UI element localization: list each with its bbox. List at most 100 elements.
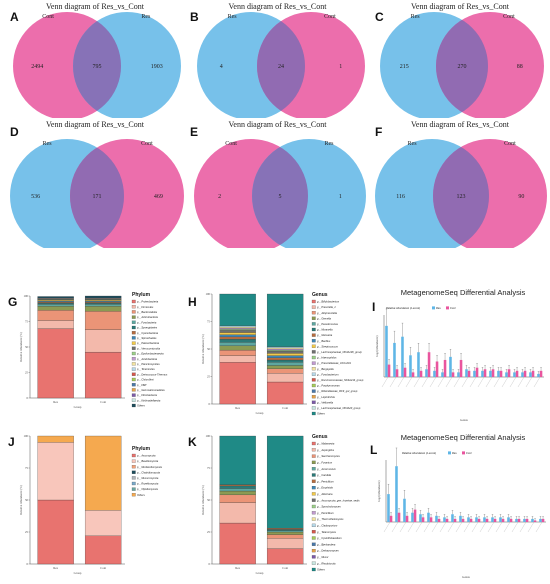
y-tick-label: 75 — [207, 320, 211, 324]
diff-bar — [481, 370, 484, 377]
stacked-bar-segment — [37, 296, 74, 299]
chart-title: MetagenomeSeq Differential Analysis — [401, 433, 526, 442]
legend-item: p__Ascomycota — [136, 454, 156, 458]
diff-bar — [451, 514, 454, 522]
stacked-bar-segment — [266, 347, 304, 350]
legend-title: Phylum — [132, 446, 151, 452]
legend-item: g__Porphyromonas — [317, 384, 340, 388]
diff-bar — [499, 370, 503, 377]
diff-bar — [515, 518, 518, 522]
venn-title: Venn diagram of Res_vs_Cont — [229, 2, 328, 11]
y-tick-label: 25 — [207, 375, 211, 379]
legend-item: g__Penicillium — [317, 479, 335, 483]
legend-swatch — [311, 383, 316, 388]
legend-swatch — [311, 389, 316, 393]
panel-letter-l: L — [370, 443, 378, 457]
stacked-bar-segment — [219, 336, 256, 340]
diff-bar — [491, 517, 494, 522]
venn-right-count: 90 — [518, 194, 524, 200]
venn-diagram-f: Venn diagram of Res_vs_Cont Res Cont 116 123… — [370, 118, 550, 248]
stacked-bar-segment — [37, 310, 74, 321]
stacked-bar-segment — [219, 355, 256, 363]
venn-diagram-d: Venn diagram of Res_vs_Cont Res Cont 536 171… — [5, 118, 185, 248]
venn-right-count: 1 — [339, 64, 342, 70]
legend-swatch — [131, 388, 136, 392]
legend-item: p__Firmicutes — [136, 305, 154, 309]
diff-bar-chart-i: MetagenomeSeq Differential Analysis Relat… — [372, 285, 550, 425]
stacked-bar-segment — [266, 351, 304, 354]
legend-item: g__Mucor — [317, 555, 329, 559]
stacked-bar-segment — [266, 359, 304, 363]
stacked-bar-segment — [266, 357, 304, 361]
x-axis-label: Group — [256, 411, 264, 415]
venn-left-count: 2 — [218, 194, 221, 200]
x-tick-mark — [407, 521, 415, 533]
x-tick-mark — [517, 376, 525, 388]
legend-swatch — [311, 530, 316, 534]
x-tick-mark — [453, 376, 461, 388]
diff-bar — [525, 518, 529, 522]
diff-bar — [513, 372, 516, 377]
x-tick-mark — [461, 376, 469, 388]
legend-item: p__Mortierellomycota — [136, 465, 162, 469]
diff-bar — [441, 372, 444, 377]
legend-swatch — [311, 311, 316, 315]
stacked-bar-segment — [266, 348, 304, 351]
legend-swatch — [311, 411, 316, 416]
legend-item: g__Rhodotorula — [317, 561, 336, 565]
legend-item: g__Exophiala — [317, 486, 333, 490]
legend-swatch — [311, 542, 316, 546]
diff-bar — [443, 517, 446, 522]
y-tick-label: 100 — [206, 292, 211, 296]
x-tick-mark — [437, 376, 445, 388]
legend-item: g__Alternaria — [317, 492, 333, 496]
diff-bar — [485, 518, 489, 522]
y-axis-label: Relative Abundance (%) — [201, 334, 205, 364]
legend-item: g__Bjerkandera — [317, 542, 336, 546]
stacked-bar-segment — [266, 373, 304, 383]
stacked-bar-segment — [266, 346, 304, 349]
legend-item: g__Gemella — [317, 316, 332, 320]
legend-item: p__Basidiomycota — [136, 459, 159, 463]
legend-swatch — [131, 487, 136, 491]
diff-bar — [529, 372, 532, 377]
legend-swatch — [462, 451, 465, 455]
legend-item: p__Cyanobacteria — [136, 331, 159, 335]
legend-item: g__Saccharomyces — [317, 454, 340, 458]
diff-bar — [491, 369, 495, 377]
y-tick-label: 25 — [25, 371, 29, 375]
diff-bar — [397, 512, 401, 522]
legend-item: Res — [452, 451, 457, 455]
diff-bar — [453, 518, 457, 522]
legend-swatch — [131, 383, 136, 387]
diff-bar — [403, 367, 407, 377]
legend-item: g__Aspergillus — [317, 448, 335, 452]
stacked-bar-segment — [219, 342, 256, 346]
legend-item: p__Deinococcus-Thermus — [136, 372, 168, 376]
legend-swatch — [131, 362, 136, 366]
diff-bar — [401, 336, 404, 377]
legend-item: p__Gemmatimonadetes — [136, 388, 165, 392]
x-tick-mark — [391, 521, 399, 533]
diff-bar — [459, 359, 463, 377]
legend-item: g__Streptococcus — [317, 344, 338, 348]
x-tick-mark — [399, 521, 407, 533]
diff-bar — [497, 370, 500, 377]
legend-item: p__FBP — [136, 383, 147, 387]
legend-swatch — [131, 367, 136, 371]
stacked-bar-segment — [266, 435, 304, 529]
stacked-bar-segment — [266, 368, 304, 374]
stacked-bar-segment — [266, 530, 304, 533]
legend-swatch — [311, 485, 316, 490]
legend-item: g__Thermothelomyces — [317, 517, 344, 521]
stacked-bar-segment — [219, 362, 256, 405]
x-axis-label: Group — [74, 571, 82, 575]
legend-item: g__Malassezia — [317, 442, 335, 446]
y-tick-label: 50 — [25, 498, 29, 502]
legend-title: Relative Abundance (z-score) — [402, 451, 436, 455]
legend-swatch — [311, 400, 316, 404]
x-tick-mark — [429, 376, 437, 388]
legend-swatch — [311, 316, 316, 320]
legend-swatch — [311, 441, 316, 446]
x-axis-label: Group — [74, 405, 82, 409]
